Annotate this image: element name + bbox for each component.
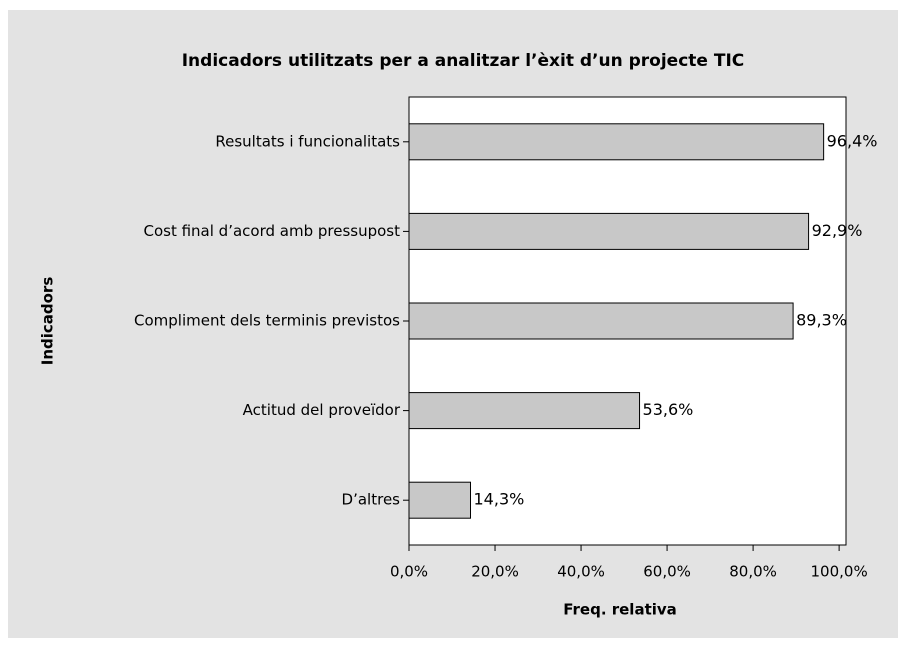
x-tick-label: 80,0% xyxy=(729,563,777,581)
x-tick-label: 40,0% xyxy=(557,563,605,581)
bar xyxy=(408,302,794,340)
x-tick-label: 20,0% xyxy=(471,563,519,581)
y-tick-label: Resultats i funcionalitats xyxy=(215,132,400,150)
value-label: 96,4% xyxy=(827,131,878,150)
bar xyxy=(408,123,825,161)
y-axis-title: Indicadors xyxy=(39,277,57,366)
chart-title: Indicadors utilitzats per a analitzar l’… xyxy=(182,51,745,71)
y-tick-label: D’altres xyxy=(342,491,401,509)
x-tick-label: 0,0% xyxy=(390,563,428,581)
y-tick-label: Actitud del proveïdor xyxy=(243,401,401,419)
y-tick-label: Compliment dels terminis previstos xyxy=(134,312,400,330)
x-tick-label: 60,0% xyxy=(643,563,691,581)
bar xyxy=(408,212,810,250)
y-tick-label: Cost final d’acord amb pressupost xyxy=(143,222,400,240)
bar xyxy=(408,392,641,430)
value-label: 14,3% xyxy=(474,490,525,509)
value-label: 89,3% xyxy=(796,311,847,330)
value-label: 53,6% xyxy=(643,400,694,419)
value-label: 92,9% xyxy=(812,221,863,240)
x-tick-label: 100,0% xyxy=(811,563,868,581)
x-axis-title: Freq. relativa xyxy=(563,601,677,619)
bar xyxy=(408,481,472,519)
